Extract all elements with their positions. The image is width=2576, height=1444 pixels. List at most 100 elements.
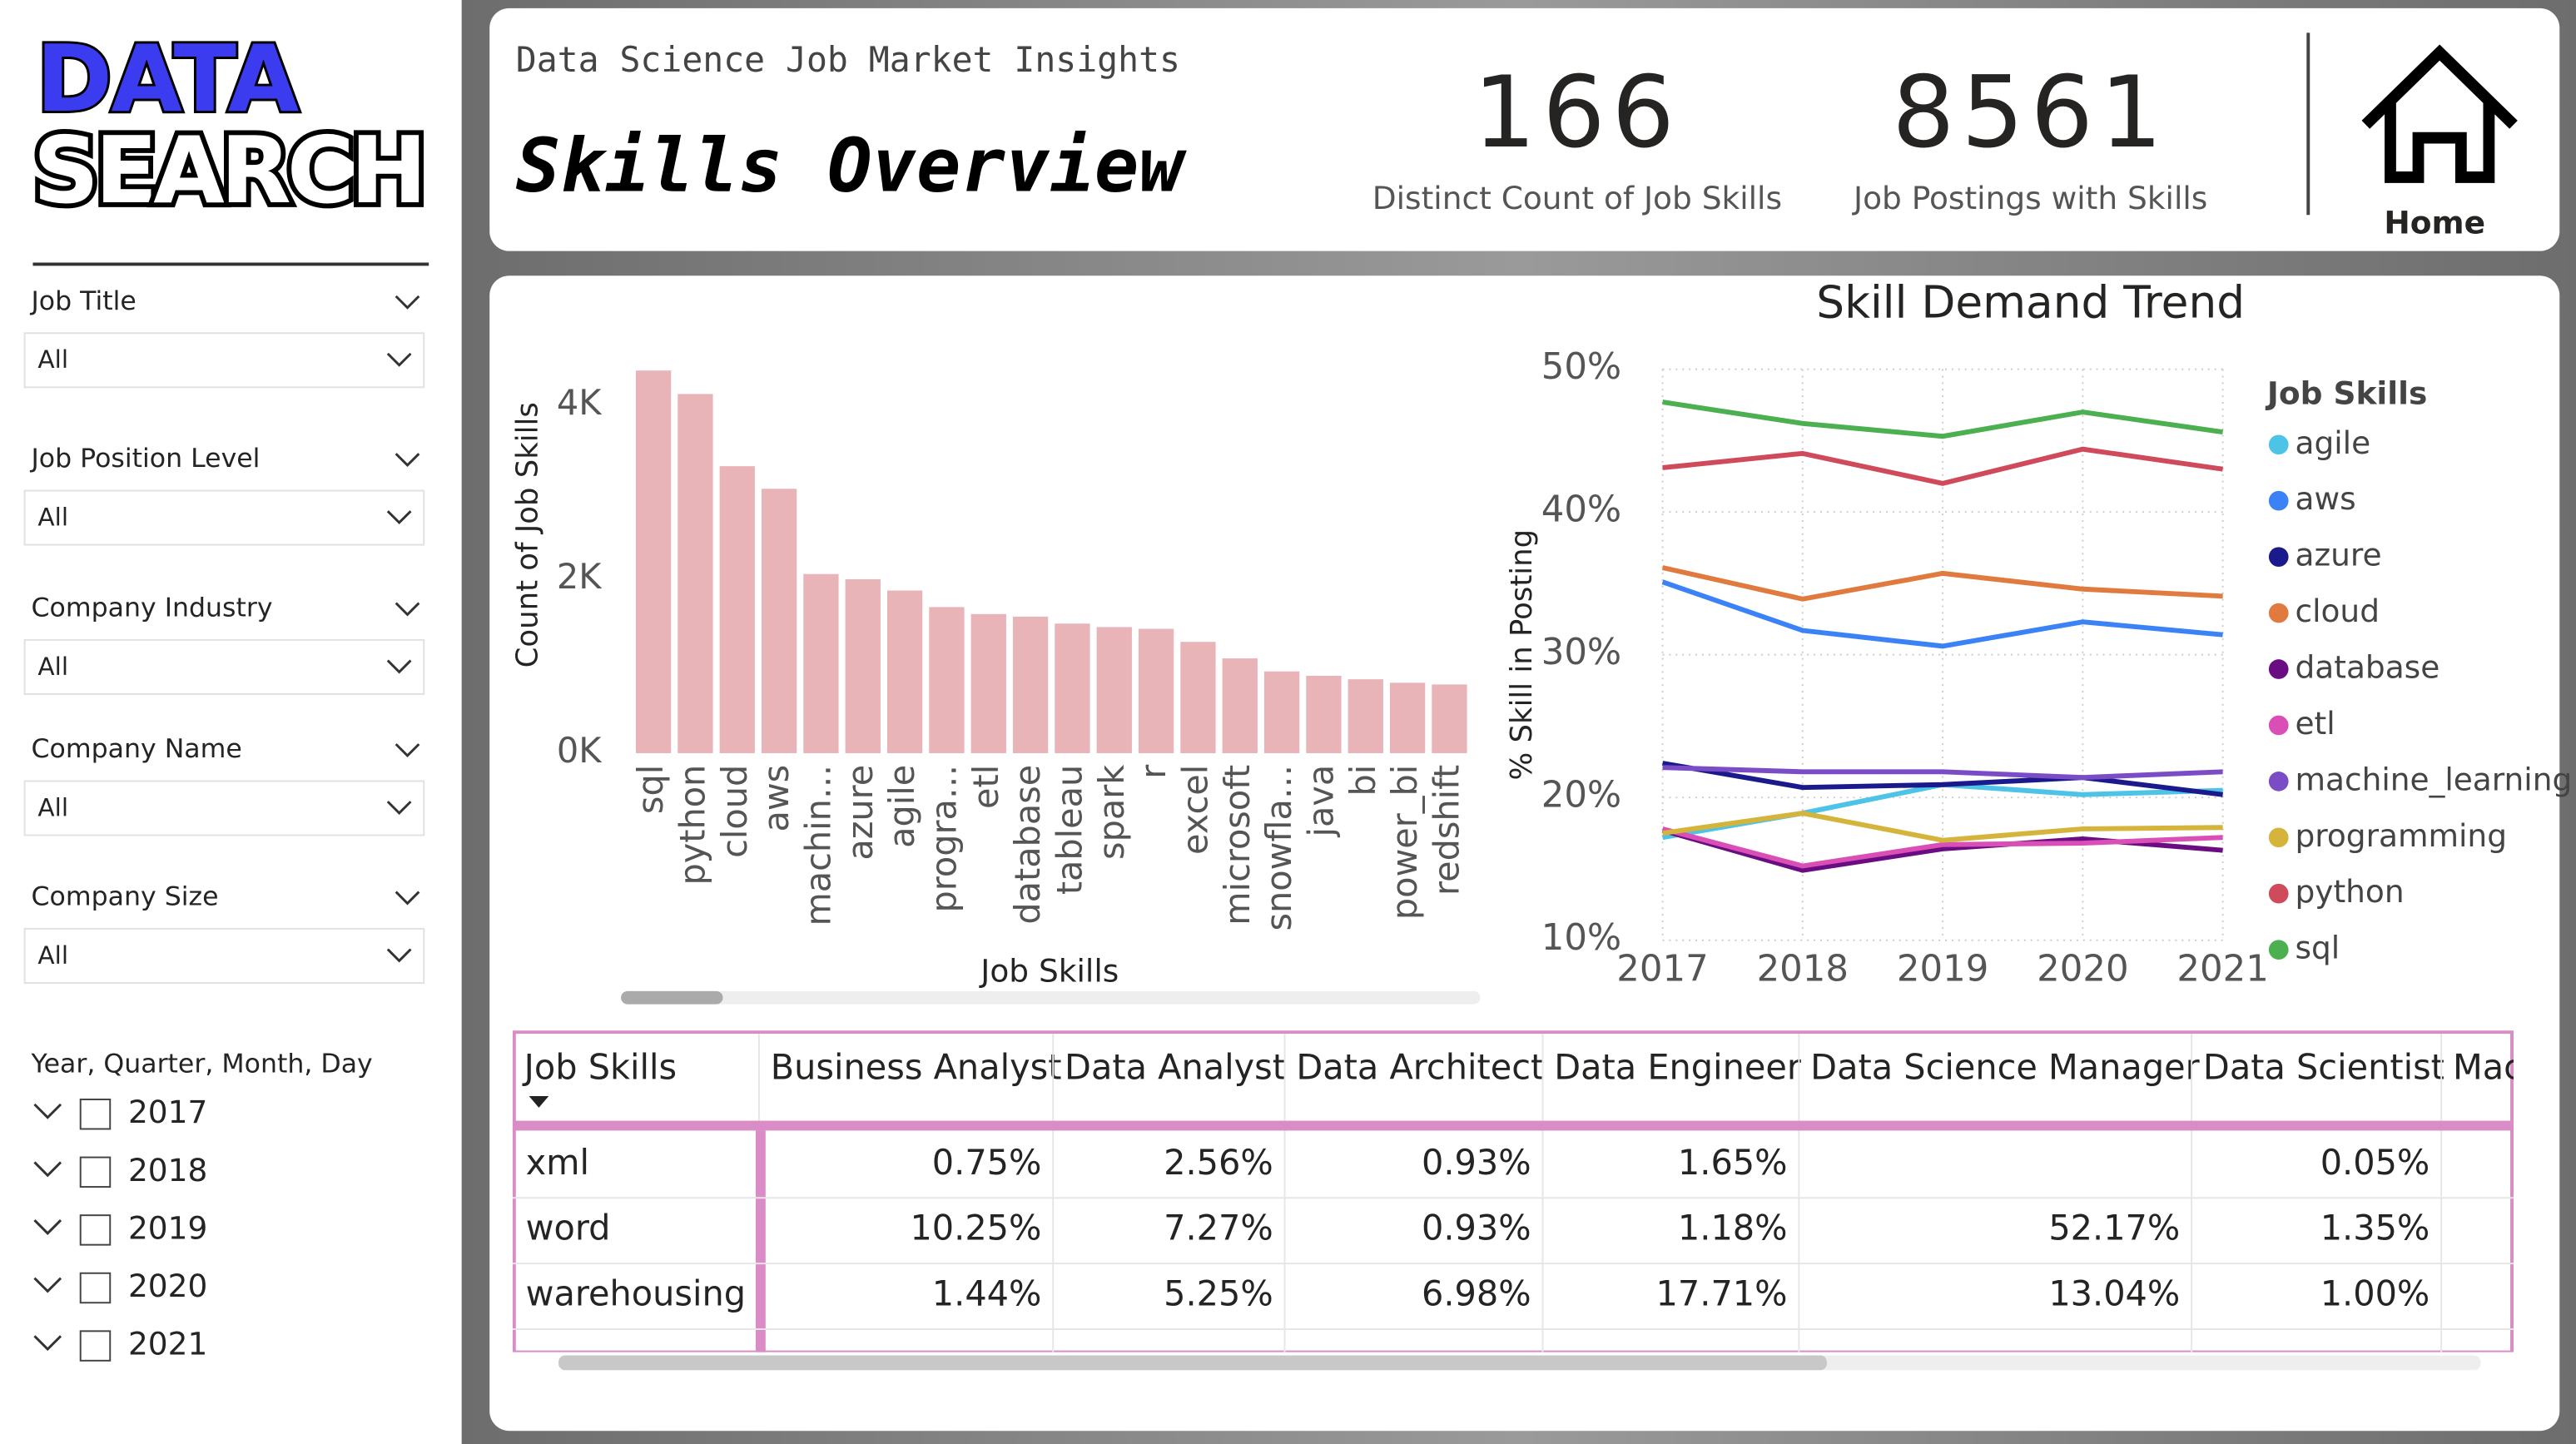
expand-arrow[interactable] xyxy=(33,1103,62,1119)
legend-marker[interactable] xyxy=(2268,940,2289,960)
legend-label[interactable]: aws xyxy=(2295,480,2355,517)
column-header[interactable]: Business Analyst xyxy=(771,1047,1062,1087)
home-label[interactable]: Home xyxy=(2384,205,2485,241)
bar[interactable] xyxy=(803,573,839,753)
filter-dropdown[interactable] xyxy=(23,638,425,695)
legend-label[interactable]: agile xyxy=(2295,424,2370,461)
dropdown-arrow[interactable] xyxy=(386,801,412,816)
bar[interactable] xyxy=(719,466,755,753)
checkbox[interactable] xyxy=(79,1272,112,1304)
bar[interactable] xyxy=(1138,628,1174,753)
bar[interactable] xyxy=(886,590,923,753)
expand-arrow[interactable] xyxy=(33,1219,62,1235)
column-header[interactable]: Job Skills xyxy=(522,1047,677,1087)
legend-label[interactable]: etl xyxy=(2295,705,2335,742)
legend-marker[interactable] xyxy=(2268,490,2289,511)
date-option: 2019 xyxy=(128,1209,207,1246)
dropdown-arrow[interactable] xyxy=(386,510,412,525)
checkbox[interactable] xyxy=(79,1330,112,1362)
bar[interactable] xyxy=(1096,627,1132,753)
checkbox[interactable] xyxy=(79,1156,112,1188)
trend-line[interactable] xyxy=(1662,765,2223,781)
bar[interactable] xyxy=(970,613,1006,753)
filter-dropdown[interactable] xyxy=(23,927,425,984)
legend-label[interactable]: programming xyxy=(2295,817,2507,854)
legend-marker[interactable] xyxy=(2268,715,2289,736)
x-tick-label: cloud xyxy=(715,765,755,858)
trend-line[interactable] xyxy=(1662,446,2224,486)
y-tick-label: 2K xyxy=(557,557,603,597)
bar[interactable] xyxy=(1348,679,1383,753)
bar[interactable] xyxy=(635,370,672,753)
legend-label[interactable]: database xyxy=(2295,649,2440,686)
trend-line[interactable] xyxy=(1662,811,2223,843)
trend-line[interactable] xyxy=(1662,761,2223,797)
bar[interactable] xyxy=(1012,616,1049,753)
x-tick-label: tableau xyxy=(1050,765,1089,895)
legend-marker[interactable] xyxy=(2268,883,2289,904)
legend-marker[interactable] xyxy=(2268,603,2289,623)
trend-line[interactable] xyxy=(1662,399,2224,439)
filter-dropdown[interactable] xyxy=(23,489,425,546)
legend-label[interactable]: machine_learning xyxy=(2295,761,2572,797)
filter-collapse[interactable] xyxy=(395,602,420,617)
filter-dropdown[interactable] xyxy=(23,332,425,389)
y-axis-label: Count of Job Skills xyxy=(511,402,545,667)
column-header[interactable]: Data Scientist xyxy=(2203,1047,2444,1087)
trend-line[interactable] xyxy=(1661,579,2223,649)
legend-marker[interactable] xyxy=(2268,434,2289,455)
bar[interactable] xyxy=(1306,675,1342,753)
date-option: 2018 xyxy=(128,1152,207,1188)
column-header[interactable]: Data Analyst xyxy=(1065,1047,1286,1087)
table-cell: 6.98% xyxy=(1422,1274,1531,1314)
checkbox[interactable] xyxy=(79,1214,112,1246)
bar[interactable] xyxy=(761,489,797,753)
trend-line[interactable] xyxy=(1661,826,2223,869)
expand-arrow[interactable] xyxy=(33,1335,62,1352)
bar[interactable] xyxy=(1263,671,1300,753)
scrollbar[interactable] xyxy=(621,990,723,1005)
bar[interactable] xyxy=(1222,658,1258,753)
filter-collapse[interactable] xyxy=(395,453,420,468)
table-cell: 10.25% xyxy=(910,1208,1041,1248)
bar[interactable] xyxy=(1055,623,1090,753)
bar[interactable] xyxy=(845,578,881,753)
legend-marker[interactable] xyxy=(2268,827,2289,848)
column-header[interactable]: Data Science Manager xyxy=(1810,1047,2200,1087)
bar[interactable] xyxy=(678,394,713,753)
dropdown-arrow[interactable] xyxy=(386,352,412,367)
legend-marker[interactable] xyxy=(2268,772,2289,791)
trend-line[interactable] xyxy=(1661,565,2223,602)
filter-collapse[interactable] xyxy=(395,743,420,758)
x-tick-label: spark xyxy=(1092,765,1132,860)
legend-label[interactable]: azure xyxy=(2295,537,2381,573)
home-icon[interactable] xyxy=(2361,44,2518,183)
bar[interactable] xyxy=(929,607,965,753)
column-header[interactable]: Mac xyxy=(2453,1047,2523,1087)
expand-arrow[interactable] xyxy=(33,1161,62,1178)
bar[interactable] xyxy=(1180,642,1216,753)
table-cell: 1.00% xyxy=(2320,1274,2430,1314)
row-label: word xyxy=(526,1208,611,1248)
sort-arrow[interactable] xyxy=(529,1096,549,1108)
column-header[interactable]: Data Architect xyxy=(1296,1047,1544,1087)
filter-dropdown[interactable] xyxy=(23,780,425,836)
column-header[interactable]: Data Engineer xyxy=(1554,1047,1802,1087)
legend-label[interactable]: sql xyxy=(2295,930,2340,966)
checkbox[interactable] xyxy=(79,1098,112,1130)
legend-marker[interactable] xyxy=(2268,659,2289,679)
table-scrollbar[interactable] xyxy=(558,1355,1827,1371)
legend-marker[interactable] xyxy=(2268,547,2289,567)
filter-collapse[interactable] xyxy=(395,295,420,310)
legend-label[interactable]: python xyxy=(2295,873,2404,910)
filter-collapse[interactable] xyxy=(395,891,420,906)
legend-label[interactable]: cloud xyxy=(2295,593,2380,629)
dropdown-arrow[interactable] xyxy=(386,948,412,963)
expand-arrow[interactable] xyxy=(33,1277,62,1293)
dropdown-arrow[interactable] xyxy=(386,659,412,674)
x-axis-label: Job Skills xyxy=(979,953,1119,990)
bar[interactable] xyxy=(1389,682,1426,753)
x-tick-label: 2021 xyxy=(2176,949,2268,990)
bar[interactable] xyxy=(1432,684,1467,753)
